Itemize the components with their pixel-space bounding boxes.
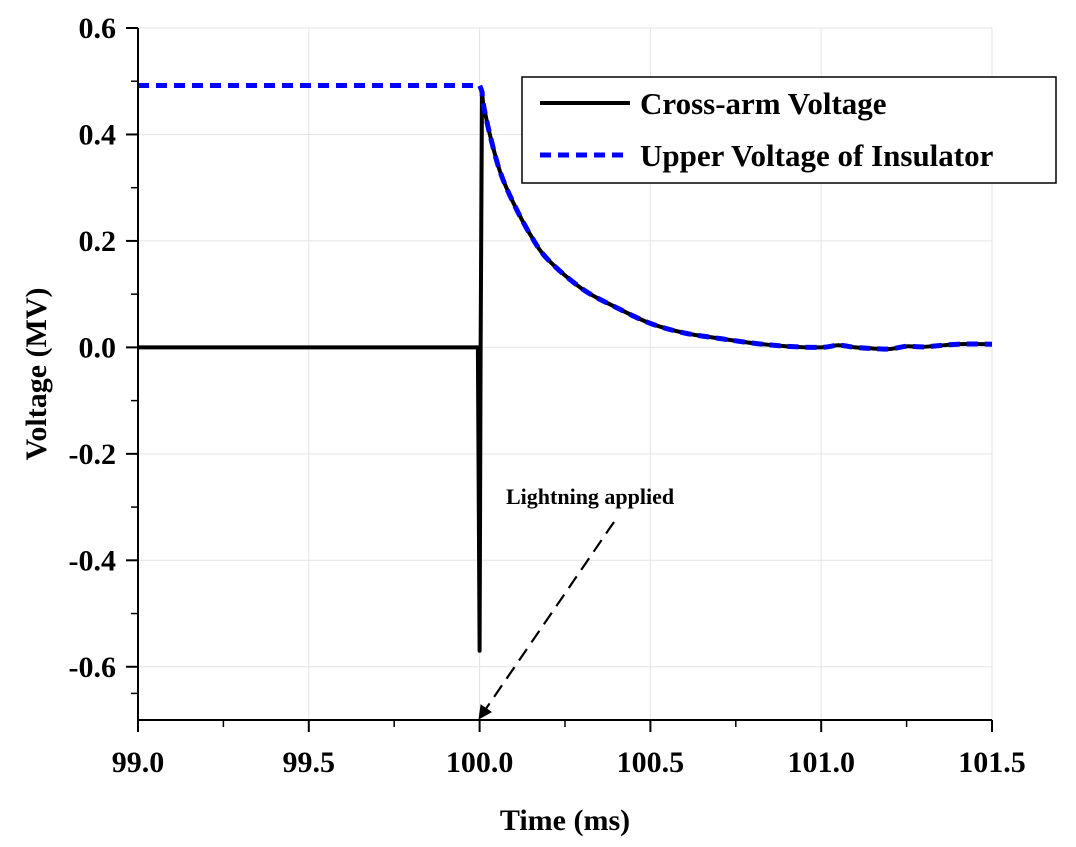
x-tick-label: 100.0 bbox=[446, 746, 514, 779]
ticks bbox=[126, 27, 993, 732]
series-upper-voltage-insulator bbox=[138, 82, 992, 352]
legend-box bbox=[521, 76, 1057, 184]
y-axis-title: Voltage (MV) bbox=[20, 287, 53, 460]
y-tick-label: -0.2 bbox=[69, 438, 117, 471]
legend: Cross-arm Voltage Upper Voltage of Insul… bbox=[521, 76, 1057, 184]
legend-label-cross-arm: Cross-arm Voltage bbox=[640, 86, 887, 121]
y-tick-label: -0.4 bbox=[69, 544, 117, 577]
y-tick-label: 0.4 bbox=[79, 118, 117, 151]
legend-label-upper-voltage: Upper Voltage of Insulator bbox=[640, 138, 994, 173]
series-group bbox=[138, 82, 992, 653]
y-tick-label: -0.6 bbox=[69, 651, 117, 684]
y-tick-label: 0.6 bbox=[79, 12, 117, 45]
annotation-text: Lightning applied bbox=[506, 484, 674, 509]
tick-labels: 99.0 99.5 100.0 100.5 101.0 101.5 0.6 0.4 0.2 0.0… bbox=[69, 12, 1026, 779]
annotation: Lightning applied bbox=[478, 484, 674, 720]
x-tick-label: 101.0 bbox=[787, 746, 855, 779]
x-axis-title: Time (ms) bbox=[500, 804, 630, 837]
y-tick-label: 0.2 bbox=[79, 225, 117, 258]
x-tick-label: 99.0 bbox=[112, 746, 165, 779]
x-tick-label: 101.5 bbox=[958, 746, 1026, 779]
x-tick-label: 100.5 bbox=[617, 746, 685, 779]
annotation-arrow bbox=[478, 521, 615, 720]
y-tick-label: 0.0 bbox=[79, 331, 117, 364]
x-tick-label: 99.5 bbox=[283, 746, 336, 779]
